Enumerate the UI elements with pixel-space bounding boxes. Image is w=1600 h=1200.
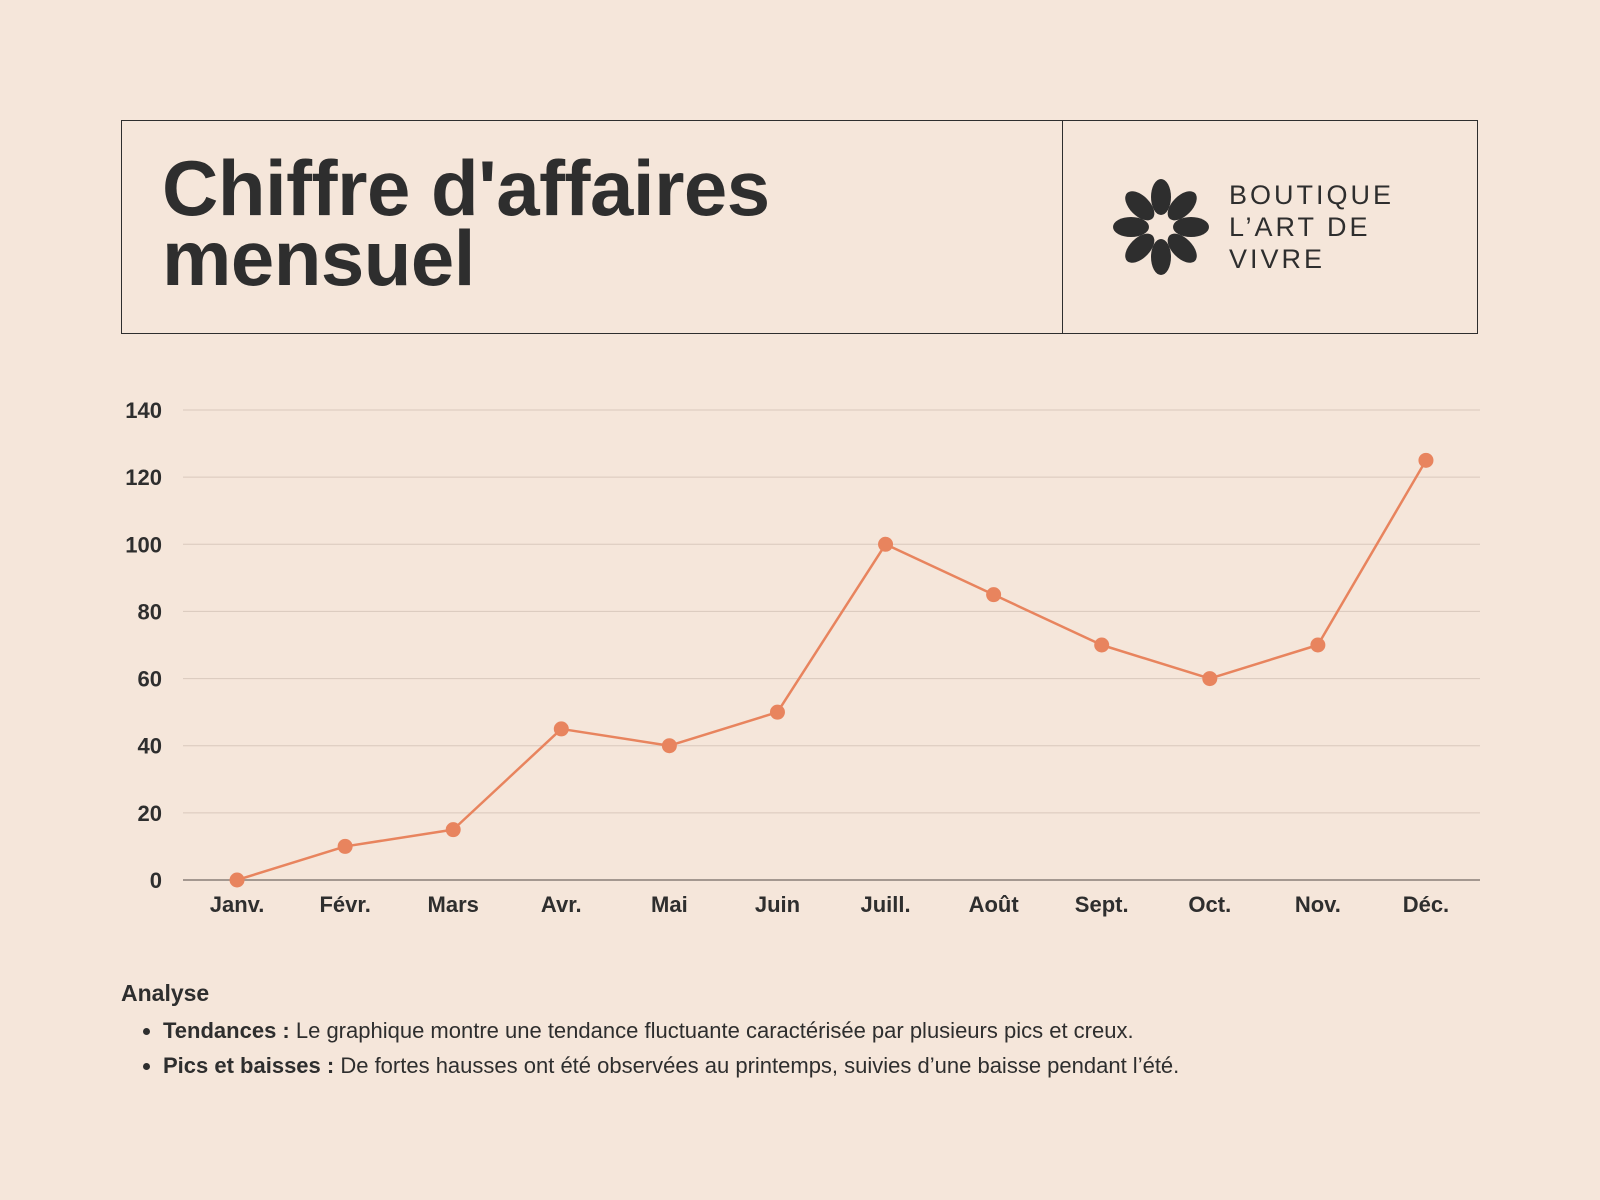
flower-icon [1113, 179, 1209, 275]
y-tick-label: 140 [125, 398, 162, 423]
analysis-title: Analyse [121, 980, 210, 1006]
brand-line: VIVRE [1229, 244, 1326, 274]
page-title: Chiffre d'affaires mensuel [162, 144, 770, 302]
x-tick-label: Juin [755, 892, 800, 917]
x-tick-label: Déc. [1403, 892, 1449, 917]
x-tick-label: Nov. [1295, 892, 1341, 917]
header-box: Chiffre d'affaires mensuel BOUTIQUE L’AR… [121, 120, 1478, 334]
data-point [445, 822, 461, 838]
data-point [1094, 637, 1110, 653]
data-point [878, 536, 894, 552]
analysis-list: Tendances : Le graphique montre une tend… [121, 1013, 1481, 1083]
data-point [986, 587, 1002, 603]
x-tick-label: Sept. [1075, 892, 1129, 917]
x-tick-label: Août [969, 892, 1020, 917]
brand-line: L’ART DE [1229, 212, 1371, 242]
data-point [229, 872, 245, 888]
data-point [1310, 637, 1326, 653]
y-tick-label: 120 [125, 465, 162, 490]
y-tick-label: 0 [150, 868, 162, 893]
title-cell: Chiffre d'affaires mensuel [122, 121, 1063, 333]
x-tick-label: Juill. [860, 892, 910, 917]
analysis-item-label: Tendances : [163, 1018, 290, 1043]
y-tick-label: 40 [138, 734, 162, 759]
y-tick-label: 60 [138, 667, 162, 692]
data-point [1202, 671, 1218, 687]
data-point [769, 704, 785, 720]
brand-cell: BOUTIQUE L’ART DE VIVRE [1063, 121, 1477, 333]
analysis-item-text: De fortes hausses ont été observées au p… [334, 1053, 1180, 1078]
data-point [1418, 452, 1434, 468]
brand-name: BOUTIQUE L’ART DE VIVRE [1229, 179, 1429, 275]
analysis-item-trends: Tendances : Le graphique montre une tend… [163, 1013, 1481, 1048]
x-tick-label: Mars [428, 892, 479, 917]
y-tick-label: 80 [138, 599, 162, 624]
data-point [661, 738, 677, 754]
y-tick-label: 20 [138, 801, 162, 826]
data-point [553, 721, 569, 737]
x-tick-label: Oct. [1188, 892, 1231, 917]
analysis-item-text: Le graphique montre une tendance fluctua… [289, 1018, 1134, 1043]
data-point [337, 838, 353, 854]
analysis-section: Analyse Tendances : Le graphique montre … [121, 980, 1481, 1083]
y-tick-label: 100 [125, 532, 162, 557]
line-chart: 0 20 40 60 80 100 120 140 Janv. Févr. Mars Avr. Mai J… [125, 398, 1480, 917]
x-tick-label: Avr. [541, 892, 582, 917]
x-tick-label: Févr. [319, 892, 370, 917]
series-line [236, 459, 1428, 882]
analysis-item-label: Pics et baisses : [163, 1053, 335, 1078]
brand-line: BOUTIQUE [1229, 180, 1395, 210]
x-tick-label: Mai [651, 892, 688, 917]
x-tick-label: Janv. [210, 892, 265, 917]
analysis-item-peaks: Pics et baisses : De fortes hausses ont … [163, 1048, 1481, 1083]
